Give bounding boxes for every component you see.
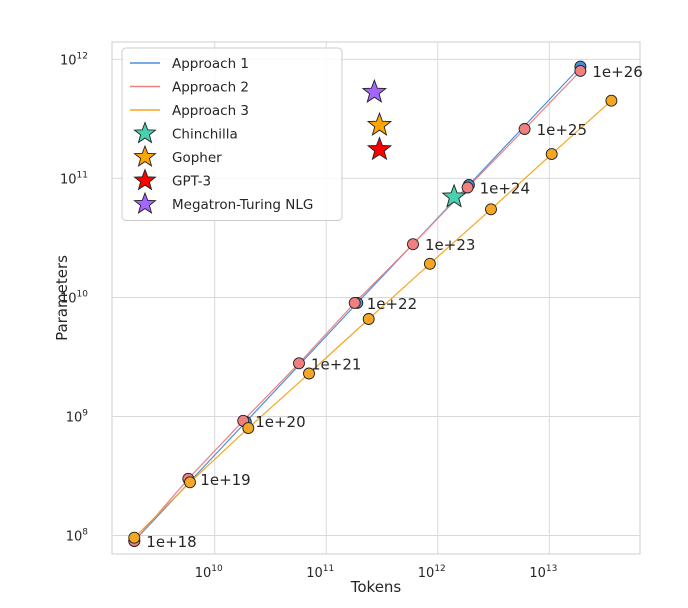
approach-3-point: [242, 422, 255, 435]
x-tick-label-base: 10: [529, 566, 546, 581]
approach-3-point: [423, 257, 436, 270]
x-tick-label: 1013: [529, 564, 557, 581]
approach-2-point: [574, 64, 587, 77]
legend-label: GPT-3: [172, 174, 211, 190]
flop-annotation: 1e+19: [200, 471, 250, 489]
approach-2-point: [293, 357, 305, 370]
legend-swatch: [133, 168, 157, 191]
approach-3-point: [362, 313, 375, 325]
y-axis-label: Parameters: [53, 255, 71, 341]
y-tick-label-exponent: 10: [77, 289, 89, 299]
approach-3-point: [605, 94, 618, 107]
y-tick-label: 109: [66, 409, 89, 426]
y-tick-label-exponent: 12: [77, 51, 88, 61]
approach-2-point: [407, 238, 419, 251]
flop-annotations: 1e+18 1e+19 1e+20 1e+21 1e+22 1e+23 1e+24 1e+25…: [146, 63, 643, 551]
flop-annotation: 1e+18: [146, 533, 196, 551]
y-tick-label-exponent: 9: [82, 409, 88, 419]
approach-3-point: [545, 148, 558, 161]
x-tick-label-base: 10: [418, 566, 435, 581]
legend-swatch: [133, 144, 157, 167]
y-tick-label: 1010: [60, 289, 88, 306]
series-points: [128, 60, 618, 547]
y-tick-label-exponent: 8: [82, 528, 88, 538]
y-tick-label-exponent: 11: [77, 170, 88, 180]
y-tick-label-base: 10: [60, 291, 77, 306]
approach-3-point: [485, 203, 497, 216]
approach-3-point: [128, 531, 141, 544]
x-axis-ticks: 1010 1011 1012 1013: [195, 564, 558, 581]
x-tick-label-exponent: 10: [211, 564, 223, 574]
flop-annotation: 1e+23: [425, 236, 475, 254]
legend-box: [121, 47, 343, 221]
model-markers: [361, 78, 467, 208]
approach-2-point: [518, 123, 531, 135]
legend-swatch: [133, 191, 157, 214]
y-tick-label: 108: [66, 528, 89, 545]
x-tick-label: 1010: [195, 564, 223, 581]
x-tick-label: 1012: [418, 564, 446, 581]
legend-swatch: [133, 121, 157, 144]
flop-annotation: 1e+26: [592, 63, 642, 81]
x-tick-label-exponent: 13: [546, 564, 557, 574]
legend-label: Gopher: [172, 150, 222, 166]
x-axis-label: Tokens: [350, 578, 402, 596]
y-tick-label-base: 10: [66, 411, 83, 426]
y-tick-label: 1012: [60, 51, 88, 68]
y-tick-label-base: 10: [60, 172, 77, 187]
flop-annotation: 1e+20: [255, 413, 305, 431]
flop-annotation: 1e+21: [311, 355, 361, 373]
approach-2-point: [461, 181, 474, 194]
chinchilla-marker: [441, 183, 467, 208]
legend-label: Megatron-Turing NLG: [172, 197, 313, 213]
y-tick-label-base: 10: [60, 53, 77, 68]
x-tick-label-base: 10: [306, 566, 323, 581]
legend: Approach 1 Approach 2 Approach 3 Chinchilla…: [121, 47, 343, 221]
legend-label: Approach 3: [172, 103, 249, 119]
legend-label: Approach 2: [172, 80, 249, 96]
gopher-marker: [366, 111, 393, 136]
gpt-3-marker: [366, 136, 393, 161]
approach-3-point: [184, 476, 196, 489]
approach-3-point: [303, 367, 315, 380]
flop-annotation: 1e+22: [367, 295, 417, 313]
flop-annotation: 1e+25: [537, 121, 587, 139]
y-tick-label: 1011: [60, 170, 88, 187]
approach-2-point: [348, 296, 361, 309]
x-tick-label-exponent: 12: [434, 564, 445, 574]
megatron-turing-nlg-marker: [361, 78, 388, 103]
x-tick-label-exponent: 11: [323, 564, 334, 574]
x-tick-label: 1011: [306, 564, 334, 581]
legend-label: Chinchilla: [172, 127, 238, 143]
y-tick-label-base: 10: [66, 530, 83, 545]
legend-label: Approach 1: [172, 56, 249, 72]
x-tick-label-base: 10: [195, 566, 212, 581]
flop-annotation: 1e+24: [480, 180, 530, 198]
